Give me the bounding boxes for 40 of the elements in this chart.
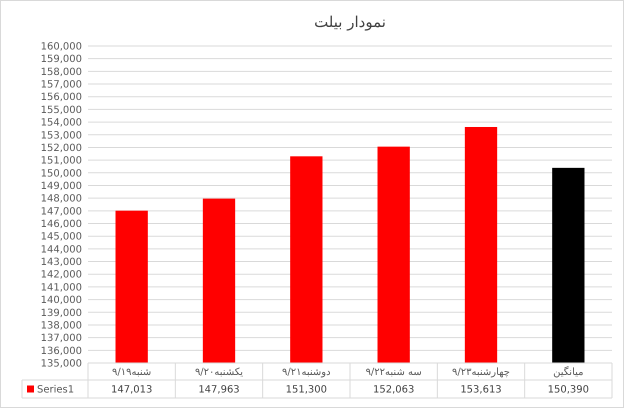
x-tick-label: دوشنبه۹/۲۱ bbox=[282, 367, 331, 378]
y-tick-label: 141,000 bbox=[40, 282, 82, 294]
y-tick-label: 135,000 bbox=[40, 358, 82, 370]
data-label: 147,013 bbox=[110, 384, 152, 396]
x-tick-label: شنبه۹/۱۹ bbox=[112, 367, 152, 378]
legend-label: Series1 bbox=[37, 384, 74, 396]
y-tick-label: 155,000 bbox=[40, 104, 82, 116]
y-tick-label: 157,000 bbox=[40, 80, 82, 91]
y-tick-label: 143,000 bbox=[40, 257, 82, 268]
y-tick-label: 139,000 bbox=[40, 308, 82, 319]
y-tick-label: 142,000 bbox=[40, 270, 82, 281]
y-tick-label: 160,000 bbox=[40, 42, 82, 52]
y-tick-label: 138,000 bbox=[40, 320, 82, 332]
data-label: 153,613 bbox=[460, 384, 502, 396]
y-tick-label: 154,000 bbox=[40, 118, 82, 129]
x-tick-label: چهارشنبه۹/۲۳ bbox=[452, 367, 510, 378]
y-tick-label: 137,000 bbox=[40, 333, 82, 344]
x-tick-label: سه شنبه۹/۲۲ bbox=[366, 367, 422, 378]
y-tick-label: 152,000 bbox=[40, 142, 82, 154]
y-tick-label: 136,000 bbox=[40, 346, 82, 357]
y-tick-label: 147,000 bbox=[40, 206, 82, 218]
y-tick-label: 151,000 bbox=[40, 156, 82, 167]
x-tick-label: یکشنبه۹/۲۰ bbox=[194, 367, 244, 378]
y-tick-label: 156,000 bbox=[40, 92, 82, 104]
y-tick-label: 150,000 bbox=[40, 168, 82, 180]
data-label: 147,963 bbox=[198, 384, 240, 396]
y-tick-label: 146,000 bbox=[40, 219, 82, 230]
y-tick-label: 159,000 bbox=[40, 54, 82, 66]
y-tick-label: 153,000 bbox=[40, 130, 82, 142]
y-tick-label: 144,000 bbox=[40, 244, 82, 256]
data-label: 151,300 bbox=[286, 384, 328, 396]
y-tick-label: 149,000 bbox=[40, 180, 82, 192]
chart-title: نمودار بیلت bbox=[314, 13, 386, 31]
data-label: 150,390 bbox=[548, 384, 590, 396]
data-label: 152,063 bbox=[372, 384, 414, 396]
y-tick-label: 140,000 bbox=[40, 295, 82, 306]
y-tick-label: 145,000 bbox=[40, 232, 82, 243]
y-tick-label: 158,000 bbox=[40, 66, 82, 78]
x-tick-label: میانگین bbox=[553, 366, 584, 378]
y-tick-label: 148,000 bbox=[40, 194, 82, 205]
